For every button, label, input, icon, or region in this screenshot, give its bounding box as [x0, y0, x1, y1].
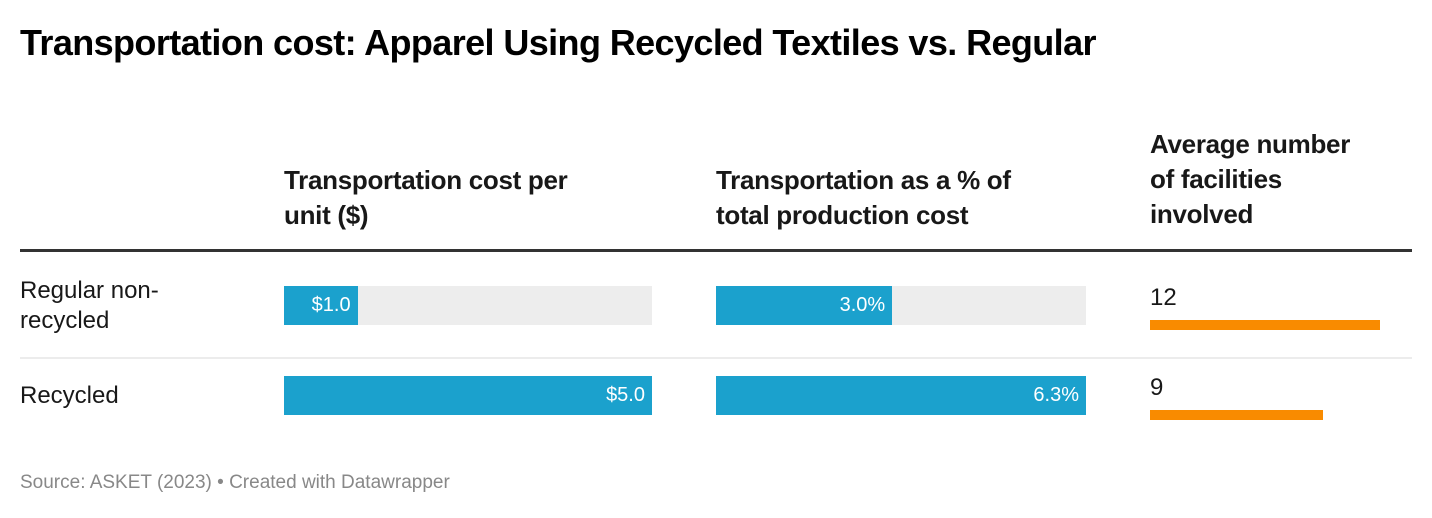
percent-bar: 6.3%	[716, 376, 1086, 415]
row-label-line: Recycled	[20, 382, 119, 409]
percent-bar: 3.0%	[716, 286, 893, 325]
header-line: Average number	[1150, 129, 1351, 159]
row-label-regular: Regular non- recycled	[20, 276, 159, 336]
column-header-facilities: Average number of facilities involved	[1150, 127, 1350, 232]
header-line: total production cost	[716, 200, 969, 230]
facilities-value: 12	[1150, 284, 1177, 311]
header-line: Transportation cost per	[284, 165, 568, 195]
cost-bar-label: $1.0	[311, 294, 351, 316]
row-divider	[20, 357, 1412, 359]
row-label-recycled: Recycled	[20, 381, 119, 411]
source-footer: Source: ASKET (2023) • Created with Data…	[20, 472, 450, 493]
cost-bar-label: $5.0	[606, 384, 645, 406]
percent-bar-track: 3.0%	[716, 286, 1086, 325]
chart-title: Transportation cost: Apparel Using Recyc…	[20, 22, 1097, 63]
cost-bar-track: $5.0	[284, 376, 652, 415]
row-label-line: recycled	[20, 307, 110, 334]
facilities-bar	[1150, 320, 1380, 330]
header-line: of facilities	[1150, 164, 1282, 194]
percent-bar-label: 6.3%	[1033, 384, 1079, 406]
percent-bar-label: 3.0%	[839, 294, 886, 316]
facilities-value: 9	[1150, 374, 1164, 401]
header-divider	[20, 249, 1412, 252]
header-line: Transportation as a % of	[716, 165, 1011, 195]
cost-bar: $1.0	[284, 286, 358, 325]
column-header-percent: Transportation as a % of total productio…	[716, 163, 1011, 233]
column-header-cost: Transportation cost per unit ($)	[284, 163, 568, 233]
facilities-bar	[1150, 410, 1323, 420]
header-line: involved	[1150, 199, 1254, 229]
percent-bar-track: 6.3%	[716, 376, 1086, 415]
row-label-line: Regular non-	[20, 277, 159, 304]
cost-bar-track: $1.0	[284, 286, 652, 325]
cost-bar: $5.0	[284, 376, 652, 415]
header-line: unit ($)	[284, 200, 369, 230]
